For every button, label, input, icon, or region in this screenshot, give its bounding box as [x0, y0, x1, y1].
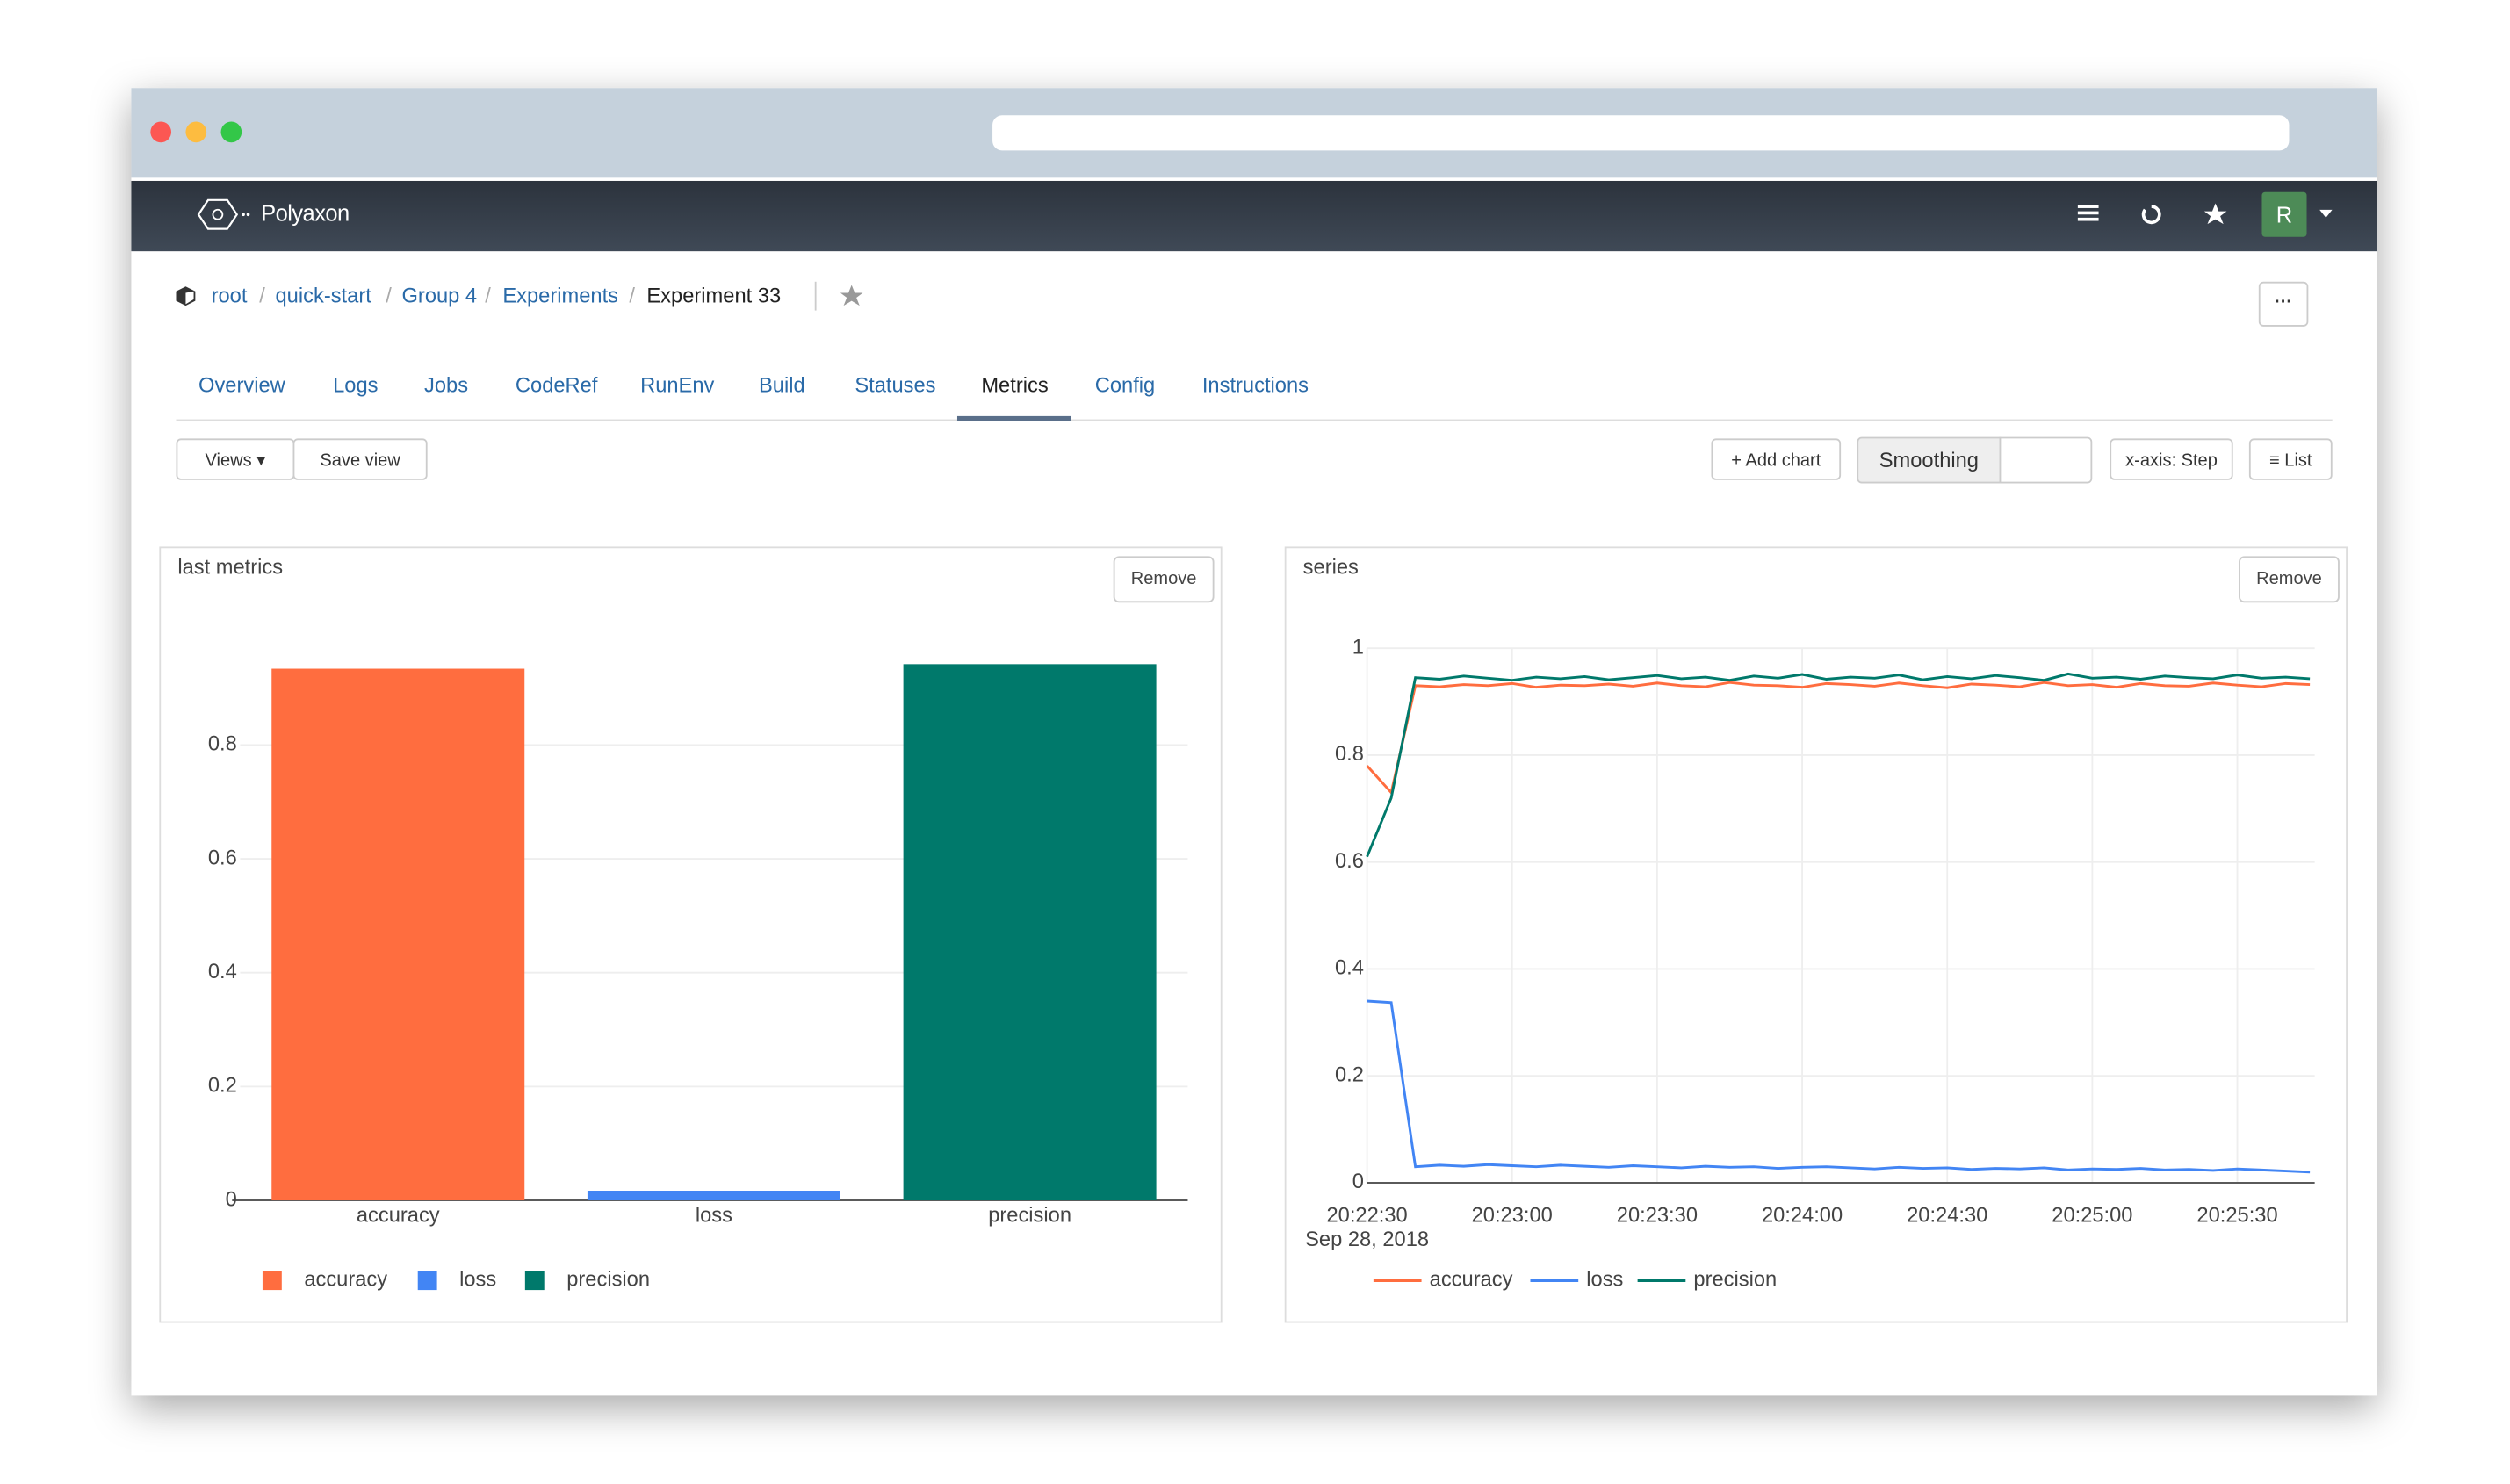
- tab[interactable]: Instructions: [1201, 372, 1309, 398]
- logo: [197, 198, 250, 230]
- series-line: [1366, 681, 2311, 796]
- nav-icons[interactable]: [2074, 202, 2234, 227]
- y-tick-label: 1: [1352, 636, 1364, 659]
- x-date-label: Sep 28, 2018: [1305, 1228, 1429, 1251]
- legend-label[interactable]: loss: [1586, 1268, 1623, 1291]
- list-button[interactable]: ≡ List: [2248, 438, 2333, 480]
- breadcrumb-separator: /: [485, 283, 491, 307]
- avatar[interactable]: R: [2261, 191, 2307, 237]
- y-tick-label: 0.8: [208, 733, 237, 756]
- tab[interactable]: Config: [1094, 372, 1156, 398]
- tab[interactable]: Overview: [198, 372, 285, 398]
- remove-button[interactable]: [1113, 556, 1215, 603]
- breadcrumb-link[interactable]: root: [211, 283, 248, 307]
- legend-label[interactable]: accuracy: [1430, 1268, 1513, 1291]
- url-bar[interactable]: [992, 115, 2290, 151]
- save-view-button[interactable]: Save view: [292, 438, 428, 480]
- breadcrumb-link[interactable]: Experiments: [502, 283, 619, 307]
- x-tick-label: loss: [696, 1205, 732, 1228]
- tab[interactable]: CodeRef: [515, 372, 598, 398]
- x-axis-button[interactable]: x-axis: Step: [2110, 438, 2233, 480]
- remove-label[interactable]: Remove: [1131, 569, 1197, 588]
- y-tick-label: 0.2: [208, 1075, 237, 1098]
- y-tick-label: 0: [226, 1188, 237, 1211]
- smoothing-input[interactable]: [1999, 436, 2093, 484]
- series-line: [1366, 672, 2311, 858]
- x-tick-label: 20:23:00: [1472, 1205, 1553, 1228]
- divider: [814, 281, 817, 311]
- y-tick-label: 0.2: [1335, 1063, 1364, 1086]
- y-tick-label: 0: [1352, 1171, 1364, 1193]
- star-button[interactable]: [839, 284, 864, 309]
- tab[interactable]: Metrics: [981, 372, 1049, 398]
- minimize-dot[interactable]: [185, 121, 207, 143]
- legend-label[interactable]: loss: [459, 1268, 496, 1291]
- project-icon: [176, 286, 196, 306]
- remove-label[interactable]: Remove: [2256, 569, 2322, 588]
- brand[interactable]: Polyaxon: [261, 199, 350, 227]
- tab[interactable]: RunEnv: [640, 372, 715, 398]
- breadcrumb-current: Experiment 33: [646, 283, 782, 307]
- y-tick-label: 0.4: [1335, 957, 1364, 980]
- list-label: List: [2284, 451, 2312, 471]
- navbar: [131, 180, 2377, 252]
- series-line: [1367, 999, 2311, 1174]
- breadcrumb-separator: /: [629, 283, 635, 307]
- tab[interactable]: Logs: [333, 372, 379, 398]
- breadcrumb-separator: /: [386, 283, 392, 307]
- views-label: Views: [205, 451, 252, 471]
- y-tick-label: 0.6: [1335, 850, 1364, 873]
- breadcrumb-separator: /: [259, 283, 265, 307]
- views-button[interactable]: Views ▾: [176, 438, 295, 480]
- tab[interactable]: Build: [758, 372, 805, 398]
- x-tick-label: 20:24:00: [1762, 1205, 1843, 1228]
- breadcrumb-link[interactable]: quick-start: [275, 283, 371, 307]
- y-tick-label: 0.4: [208, 961, 237, 983]
- add-chart-label: Add chart: [1745, 451, 1821, 471]
- x-tick-label: 20:23:30: [1617, 1205, 1698, 1228]
- x-tick-label: accuracy: [357, 1205, 440, 1228]
- tabs-border: [176, 419, 2333, 421]
- legend-swatch: [262, 1271, 282, 1291]
- y-tick-label: 0.6: [208, 846, 237, 869]
- tab[interactable]: Jobs: [424, 372, 469, 398]
- legend-swatch: [524, 1271, 545, 1291]
- maximize-dot[interactable]: [220, 121, 242, 143]
- save-view-label: Save view: [320, 451, 400, 471]
- breadcrumb-link[interactable]: Group 4: [401, 283, 478, 307]
- chart-title: series: [1303, 556, 1359, 579]
- active-tab-underline: [956, 415, 1071, 421]
- tab[interactable]: Statuses: [855, 372, 936, 398]
- x-tick-label: 20:22:30: [1326, 1205, 1407, 1228]
- y-tick-label: 0.8: [1335, 743, 1364, 766]
- chart-title: last metrics: [177, 556, 283, 579]
- legend-label[interactable]: precision: [1693, 1268, 1777, 1291]
- x-tick-label: 20:25:30: [2196, 1205, 2277, 1228]
- more-button[interactable]: ···: [2258, 281, 2309, 327]
- legend-swatch: [417, 1271, 437, 1291]
- legend-label[interactable]: precision: [566, 1268, 650, 1291]
- remove-button[interactable]: [2239, 556, 2340, 603]
- x-tick-label: 20:24:30: [1907, 1205, 1987, 1228]
- x-tick-label: 20:25:00: [2052, 1205, 2132, 1228]
- close-dot[interactable]: [150, 121, 172, 143]
- bar: [271, 668, 525, 1201]
- smoothing-label: Smoothing: [1857, 436, 2002, 484]
- add-chart-button[interactable]: + Add chart: [1711, 438, 1842, 480]
- x-tick-label: precision: [988, 1205, 1071, 1228]
- avatar-caret[interactable]: [2319, 209, 2335, 220]
- legend-label[interactable]: accuracy: [304, 1268, 387, 1291]
- bar: [587, 1191, 840, 1201]
- bar: [903, 664, 1157, 1201]
